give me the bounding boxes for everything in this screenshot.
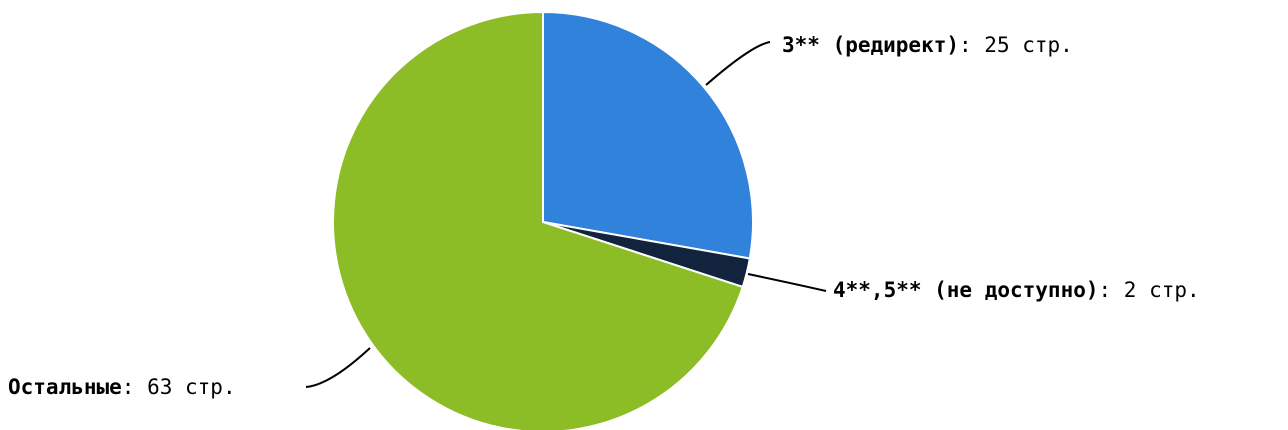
leader-line-redirect (706, 42, 770, 85)
data-label-name: 4**,5** (не доступно) (833, 278, 1099, 302)
data-label-value: : 25 стр. (959, 33, 1073, 57)
data-label-unavailable: 4**,5** (не доступно): 2 стр. (833, 278, 1200, 302)
data-label-redirect: 3** (редирект): 25 стр. (782, 33, 1073, 57)
slices-layer (333, 12, 753, 430)
data-label-name: 3** (редирект) (782, 33, 959, 57)
data-label-others: Остальные: 63 стр. (8, 375, 236, 399)
data-label-value: : 63 стр. (122, 375, 236, 399)
pie-slice-redirect[interactable] (543, 12, 753, 258)
data-label-value: : 2 стр. (1099, 278, 1200, 302)
leader-line-others (306, 348, 370, 387)
leader-line-unavailable (748, 274, 826, 291)
data-label-name: Остальные (8, 375, 122, 399)
